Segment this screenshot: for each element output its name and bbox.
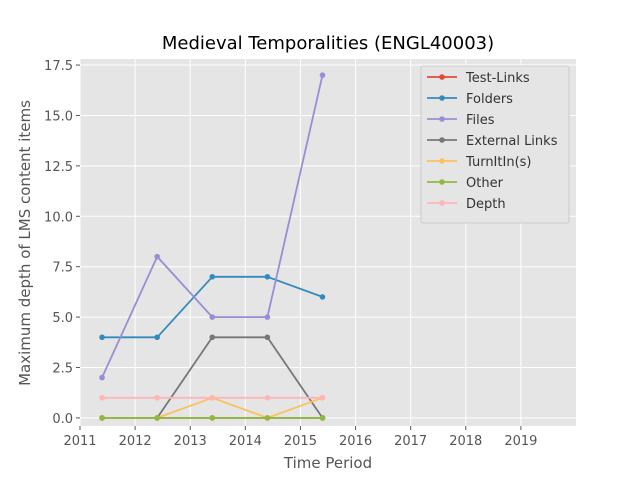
legend-marker-files — [439, 116, 445, 122]
legend-label-test-links: Test-Links — [465, 71, 530, 86]
x-tick-label: 2011 — [63, 434, 96, 449]
y-tick-label: 15.0 — [44, 109, 73, 124]
legend-marker-external-links — [439, 137, 445, 143]
legend-label-external-links: External Links — [466, 134, 558, 149]
data-point-other — [154, 415, 160, 421]
x-tick-label: 2016 — [339, 434, 372, 449]
legend-label-folders: Folders — [466, 92, 513, 107]
legend-marker-test-links — [439, 74, 445, 80]
legend-marker-depth — [439, 200, 445, 206]
data-point-depth — [154, 394, 160, 401]
x-tick-label: 2012 — [119, 434, 152, 449]
data-point-files — [99, 374, 105, 381]
legend-marker-turnitin-s — [439, 158, 445, 164]
data-point-depth — [319, 394, 326, 401]
y-tick-label: 2.5 — [52, 362, 73, 377]
legend-label-other: Other — [466, 176, 504, 191]
x-tick-label: 2014 — [229, 434, 262, 449]
data-point-other — [264, 415, 271, 421]
chart-title: Medieval Temporalities (ENGL40003) — [162, 33, 494, 54]
x-axis-label: Time Period — [283, 454, 372, 472]
x-tick-label: 2019 — [504, 434, 537, 449]
data-point-depth — [264, 394, 271, 401]
data-point-external-links — [264, 334, 271, 341]
legend-label-files: Files — [466, 113, 495, 128]
legend-label-depth: Depth — [466, 197, 506, 212]
y-tick-label: 0.0 — [52, 412, 73, 427]
y-tick-label: 5.0 — [52, 311, 73, 326]
data-point-other — [209, 415, 216, 421]
y-tick-label: 17.5 — [44, 59, 73, 74]
data-point-external-links — [209, 334, 216, 341]
data-point-depth — [99, 394, 105, 401]
data-point-folders — [99, 334, 105, 341]
legend-marker-other — [439, 179, 445, 185]
legend-marker-folders — [439, 95, 445, 101]
legend-box — [420, 65, 570, 224]
data-point-files — [319, 72, 326, 78]
x-tick-label: 2018 — [449, 434, 482, 449]
legend-label-turnitin-s: TurnItIn(s) — [465, 155, 531, 170]
data-point-files — [264, 314, 271, 320]
x-tick-label: 2013 — [174, 434, 207, 449]
x-tick-label: 2015 — [284, 434, 317, 449]
y-tick-label: 12.5 — [44, 160, 73, 175]
data-point-other — [319, 415, 326, 421]
data-point-folders — [264, 273, 271, 280]
data-point-other — [99, 415, 105, 421]
y-tick-label: 7.5 — [52, 261, 73, 276]
data-point-files — [209, 314, 216, 320]
data-point-folders — [319, 294, 326, 300]
y-tick-label: 10.0 — [44, 210, 73, 225]
x-tick-label: 2017 — [394, 434, 427, 449]
data-point-folders — [154, 334, 160, 341]
data-point-folders — [209, 273, 216, 280]
data-point-files — [154, 253, 160, 260]
y-axis-label: Maximum depth of LMS content items — [16, 100, 34, 386]
data-point-depth — [209, 394, 216, 401]
